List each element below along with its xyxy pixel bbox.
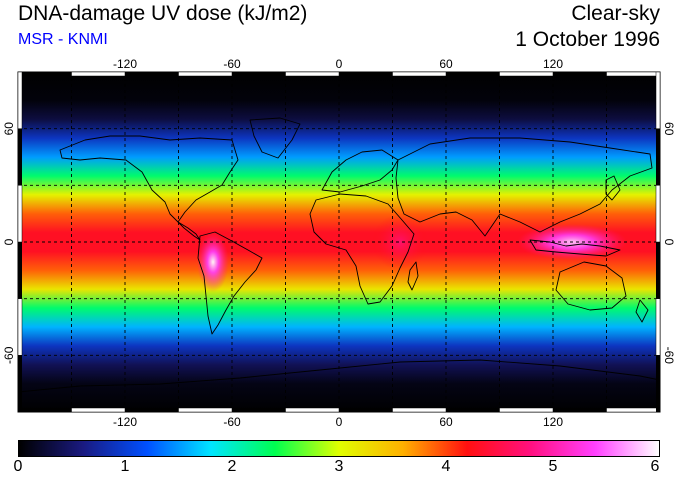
lon-label-top-120e: 120: [543, 57, 563, 71]
colorbar-tick-0: 0: [13, 458, 23, 475]
coastline-australia: [555, 261, 627, 311]
lon-label-top-60w: -60: [223, 57, 241, 71]
lon-label-bottom-60e: 60: [439, 415, 453, 429]
coastline-new-zealand: [635, 299, 649, 323]
frame-bars: [17, 71, 661, 413]
coastline-greenland: [249, 117, 301, 159]
coastline-madagascar: [407, 261, 419, 291]
colorbar-tick-1: 1: [120, 458, 130, 475]
colorbar-tick-3: 3: [334, 458, 344, 475]
sky-condition: Clear-sky: [571, 2, 660, 25]
lon-label-bottom-60w: -60: [223, 415, 241, 429]
colorbar-tick-5: 5: [548, 458, 558, 475]
graticule: [18, 72, 660, 412]
coastline-antarctica: [18, 359, 660, 393]
lon-label-bottom-120e: 120: [543, 415, 563, 429]
colorbar-tick-2: 2: [227, 458, 237, 475]
lon-label-bottom-0: 0: [336, 415, 343, 429]
lat-label-left-60s: -60: [2, 346, 16, 364]
coastline-asia: [395, 137, 653, 237]
lon-label-top-60e: 60: [439, 57, 453, 71]
lat-label-left-0: 0: [2, 238, 16, 245]
lat-label-left-60n: 60: [2, 122, 16, 136]
hotspot-east-africa: [372, 214, 428, 270]
map-subtitle: MSR - KNMI: [18, 31, 108, 48]
uv-dose-map: -120 -60 0 60 120 -120 -60 0 60 120 60 0…: [2, 57, 676, 429]
lon-label-top-120w: -120: [113, 57, 137, 71]
lat-label-right-0: 0: [662, 239, 676, 246]
hotspot-andes: [197, 232, 229, 292]
color-scale-bar: [18, 440, 660, 457]
coastline-japan: [605, 175, 621, 201]
colorbar-tick-4: 4: [441, 458, 451, 475]
lon-label-top-0: 0: [336, 57, 343, 71]
map-title: DNA-damage UV dose (kJ/m2): [18, 2, 308, 25]
coastline-indonesia: [529, 239, 621, 257]
coastline-north-america: [59, 135, 239, 223]
lat-label-right-60n: 60: [662, 122, 676, 136]
coastlines: [18, 117, 660, 393]
lat-label-right-60s: -60: [662, 347, 676, 365]
lon-label-bottom-120w: -120: [113, 415, 137, 429]
coastline-south-america: [197, 231, 263, 335]
map-date: 1 October 1996: [515, 28, 660, 51]
colorbar-tick-6: 6: [650, 458, 660, 475]
